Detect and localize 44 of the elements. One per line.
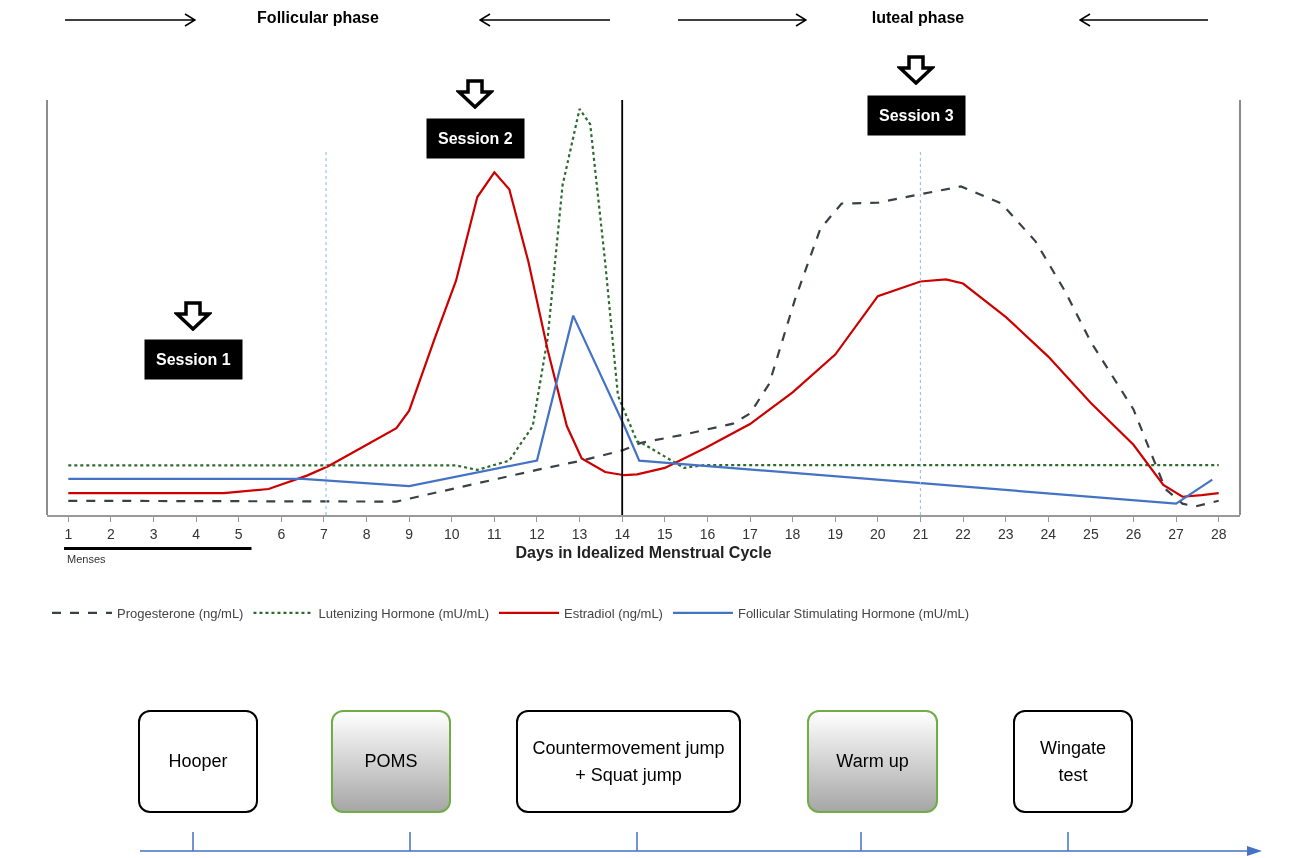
x-tick-label: 28 bbox=[1210, 525, 1227, 542]
legend-label: Estradiol (ng/mL) bbox=[563, 606, 663, 622]
x-tick-label: 9 bbox=[405, 525, 414, 542]
x-tick-label: 8 bbox=[362, 525, 371, 542]
annotation: Session 3 bbox=[879, 107, 954, 124]
x-tick-label: 24 bbox=[1040, 525, 1057, 542]
x-tick-label: 16 bbox=[699, 525, 716, 542]
step-box: Countermovement jump + Squat jump bbox=[516, 710, 741, 813]
step-box: Warm up bbox=[807, 710, 938, 813]
x-tick-label: 25 bbox=[1083, 525, 1099, 542]
x-tick-label: 6 bbox=[277, 525, 286, 542]
x-tick-label: 7 bbox=[320, 525, 329, 542]
x-tick-label: 19 bbox=[827, 525, 844, 542]
x-axis-title: Days in Idealized Menstrual Cycle bbox=[515, 544, 772, 561]
x-tick-label: 2 bbox=[107, 525, 116, 542]
step-box: Wingate test bbox=[1013, 710, 1133, 813]
step-box: Hooper bbox=[138, 710, 258, 813]
x-tick-label: 14 bbox=[614, 525, 631, 542]
x-tick-label: 13 bbox=[571, 525, 588, 542]
text: luteal phase bbox=[871, 9, 965, 27]
x-tick-label: 4 bbox=[192, 525, 201, 542]
x-tick-label: 22 bbox=[955, 525, 972, 542]
legend-label: Follicular Stimulating Hormone (mU/mL) bbox=[737, 606, 970, 622]
x-tick-label: 17 bbox=[742, 525, 759, 542]
x-tick-label: 23 bbox=[997, 525, 1014, 542]
x-tick-label: 3 bbox=[149, 525, 158, 542]
x-tick-label: 5 bbox=[234, 525, 243, 542]
text: Follicular phase bbox=[257, 9, 379, 27]
x-tick-label: 1 bbox=[64, 525, 73, 542]
x-tick-label: 27 bbox=[1168, 525, 1185, 542]
annotation: Session 1 bbox=[156, 351, 231, 368]
x-tick-label: 18 bbox=[784, 525, 801, 542]
x-tick-label: 15 bbox=[657, 525, 673, 542]
legend-label: Progesterone (ng/mL) bbox=[117, 606, 244, 622]
x-tick-label: 26 bbox=[1125, 525, 1142, 542]
step-box: POMS bbox=[331, 710, 451, 813]
annotation: Session 2 bbox=[438, 130, 513, 147]
x-tick-label: 21 bbox=[912, 525, 929, 542]
x-tick-label: 11 bbox=[487, 525, 502, 542]
x-tick-label: 20 bbox=[870, 525, 886, 542]
x-tick-label: 12 bbox=[529, 525, 545, 542]
text: Menses bbox=[67, 553, 107, 565]
legend-label: Lutenizing Hormone (mU/mL) bbox=[318, 606, 489, 622]
x-tick-label: 10 bbox=[443, 525, 460, 542]
